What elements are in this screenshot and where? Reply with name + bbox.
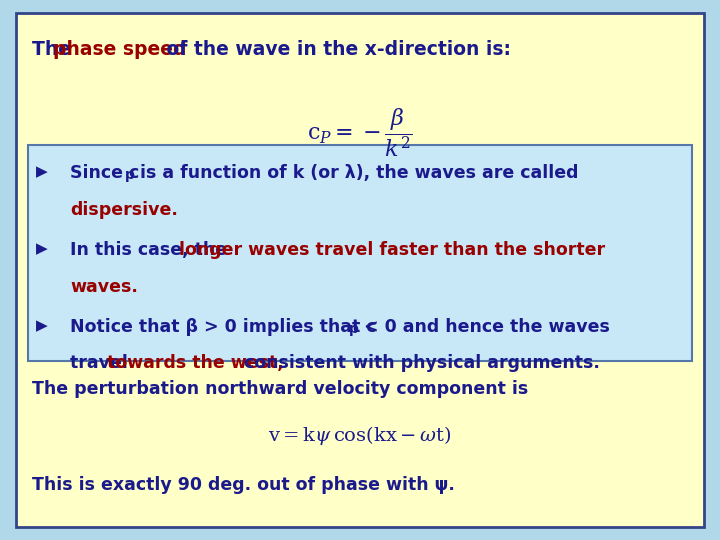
Text: travel: travel	[70, 354, 134, 373]
Text: ▶: ▶	[35, 241, 48, 256]
Text: towards the west,: towards the west,	[107, 354, 283, 373]
Text: The perturbation northward velocity component is: The perturbation northward velocity comp…	[32, 380, 528, 399]
Text: is a function of k (or λ), the waves are called: is a function of k (or λ), the waves are…	[135, 164, 579, 183]
Text: In this case, the: In this case, the	[70, 241, 233, 259]
Text: waves.: waves.	[70, 278, 138, 296]
Text: $\mathrm{c}_P = -\dfrac{\beta}{k^2}$: $\mathrm{c}_P = -\dfrac{\beta}{k^2}$	[307, 107, 413, 159]
Text: Since c: Since c	[70, 164, 140, 183]
Text: This is exactly 90 deg. out of phase with ψ.: This is exactly 90 deg. out of phase wit…	[32, 476, 454, 495]
Text: consistent with physical arguments.: consistent with physical arguments.	[238, 354, 600, 373]
Text: $\mathrm{v} = \mathrm{k}\psi\,\cos(\mathrm{kx} - \omega\mathrm{t})$: $\mathrm{v} = \mathrm{k}\psi\,\cos(\math…	[269, 423, 451, 447]
Text: < 0 and hence the waves: < 0 and hence the waves	[358, 318, 610, 336]
Text: longer waves travel faster than the shorter: longer waves travel faster than the shor…	[179, 241, 605, 259]
Text: ▶: ▶	[35, 318, 48, 333]
Text: phase speed: phase speed	[53, 39, 186, 59]
FancyBboxPatch shape	[17, 13, 703, 527]
Text: of the wave in the x-direction is:: of the wave in the x-direction is:	[161, 39, 511, 59]
FancyBboxPatch shape	[28, 145, 692, 361]
Text: dispersive.: dispersive.	[70, 201, 178, 219]
Text: p: p	[348, 322, 359, 336]
Text: The: The	[32, 39, 77, 59]
Text: Notice that β > 0 implies that c: Notice that β > 0 implies that c	[70, 318, 377, 336]
Text: p: p	[125, 168, 135, 182]
Text: ▶: ▶	[35, 164, 48, 179]
